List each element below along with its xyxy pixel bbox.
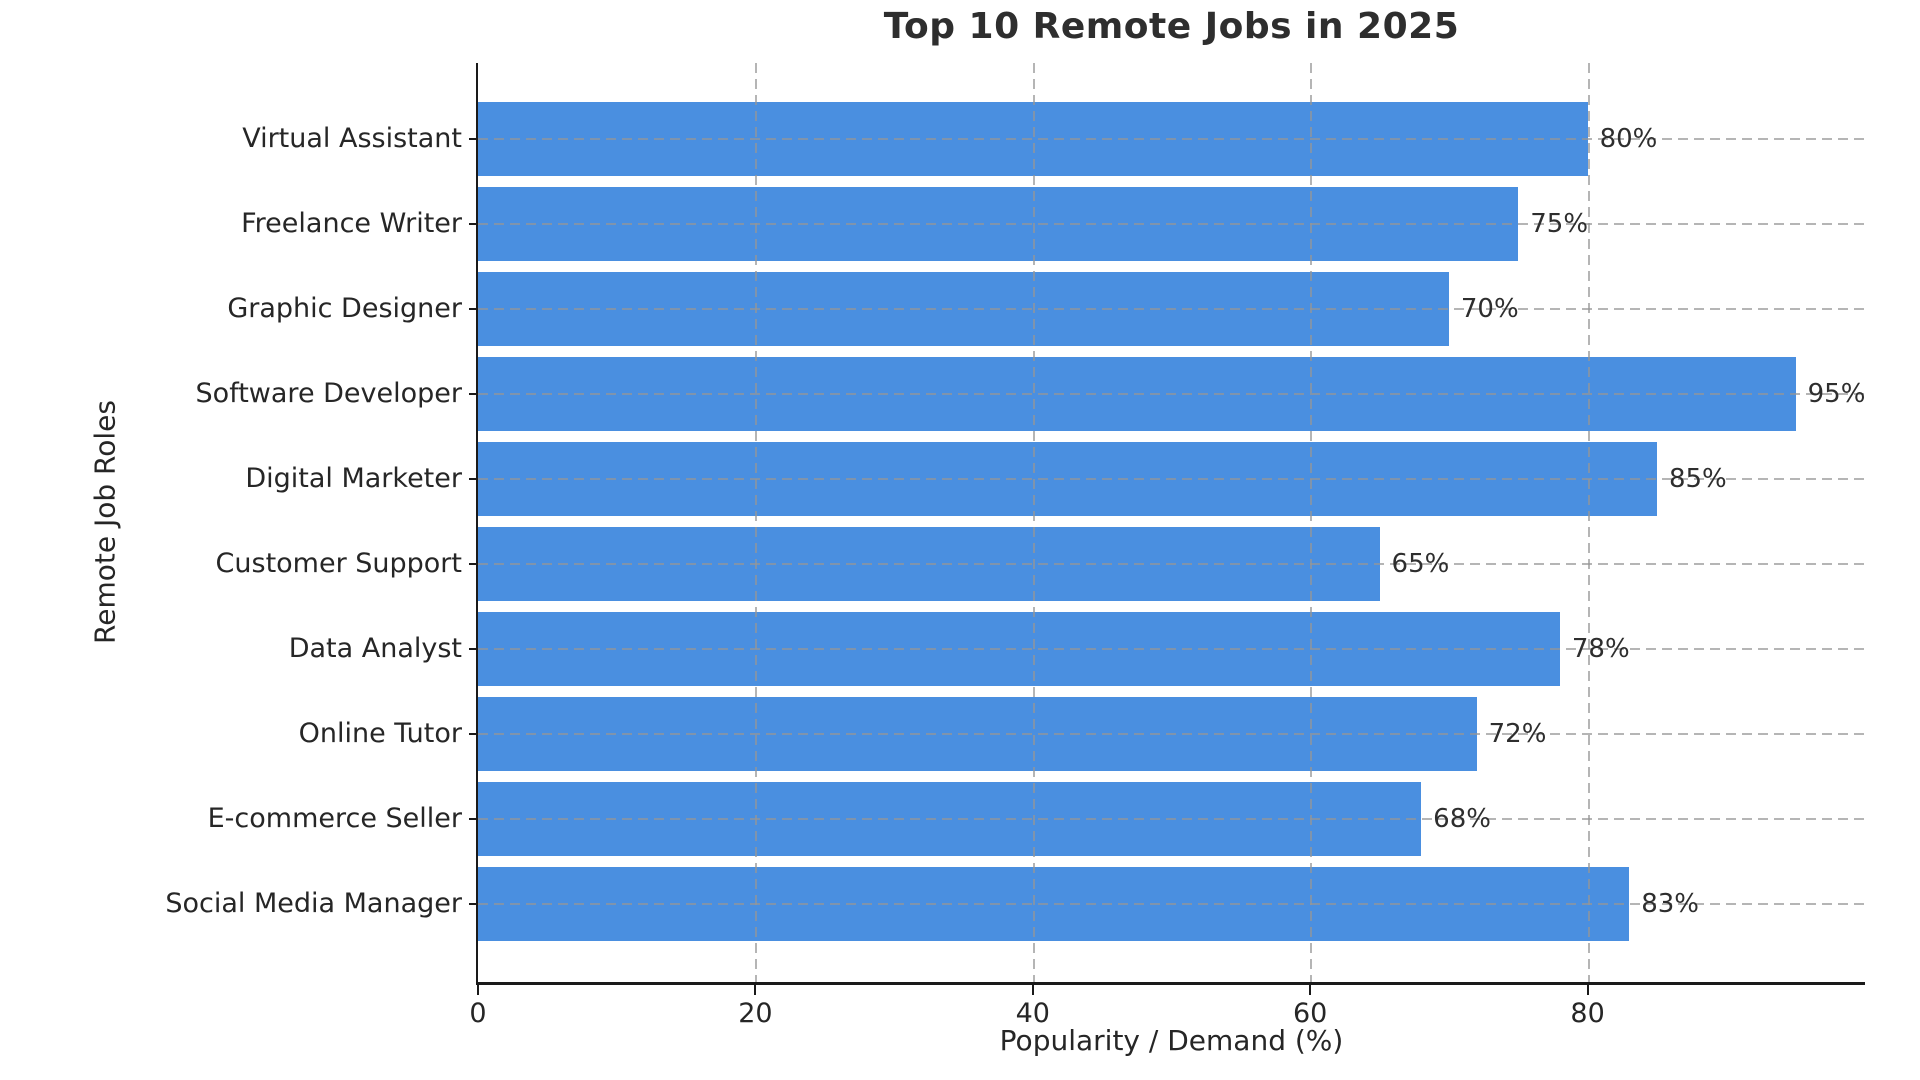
bar-value-label: 80% [1599, 124, 1658, 154]
y-tick-mark [469, 478, 478, 480]
gridline-horizontal [478, 648, 1865, 650]
y-tick-label: Freelance Writer [241, 208, 462, 239]
x-tick-mark [1031, 985, 1034, 995]
y-tick-mark [469, 563, 478, 565]
y-tick-mark [469, 138, 478, 140]
gridline-horizontal [478, 138, 1865, 140]
gridline-vertical [1310, 63, 1313, 982]
bar-value-label: 75% [1530, 209, 1589, 239]
y-tick-label: Digital Marketer [245, 463, 462, 494]
x-tick-label: 60 [1293, 998, 1328, 1029]
y-axis-title: Remote Job Roles [88, 400, 122, 644]
gridline-horizontal [478, 563, 1865, 565]
gridline-horizontal [478, 818, 1865, 820]
chart-title: Top 10 Remote Jobs in 2025 [883, 6, 1460, 47]
bar-value-label: 95% [1807, 379, 1866, 409]
gridline-horizontal [478, 223, 1865, 225]
y-tick-mark [469, 648, 478, 650]
y-tick-label: Graphic Designer [227, 293, 462, 324]
y-tick-label: E-commerce Seller [207, 803, 462, 834]
x-axis-title: Popularity / Demand (%) [999, 1024, 1344, 1057]
x-tick-mark [477, 985, 479, 995]
x-tick-label: 40 [1015, 998, 1050, 1029]
x-tick-mark [754, 985, 757, 995]
y-tick-label: Customer Support [215, 548, 462, 579]
gridline-horizontal [478, 393, 1865, 395]
bar-value-label: 83% [1641, 889, 1699, 919]
gridline-horizontal [478, 478, 1865, 480]
gridline-vertical [1032, 63, 1035, 982]
gridline-horizontal [478, 733, 1865, 735]
y-tick-mark [469, 223, 478, 225]
gridline-vertical [755, 63, 758, 982]
x-tick-label: 80 [1570, 998, 1605, 1029]
y-tick-label: Data Analyst [288, 633, 462, 664]
gridline-horizontal [478, 308, 1865, 310]
bar-value-label: 85% [1668, 464, 1727, 494]
y-tick-label: Online Tutor [298, 718, 462, 749]
x-tick-label: 20 [738, 998, 773, 1029]
y-tick-label: Software Developer [195, 378, 462, 409]
gridline-horizontal [478, 903, 1865, 905]
y-tick-label: Social Media Manager [165, 888, 462, 919]
x-tick-label: 0 [469, 998, 487, 1029]
y-tick-mark [469, 903, 478, 905]
bar-value-label: 78% [1571, 634, 1630, 664]
bar-value-label: 68% [1433, 804, 1491, 834]
y-tick-label: Virtual Assistant [242, 123, 462, 154]
gridline-vertical [1587, 63, 1590, 982]
y-tick-mark [469, 818, 478, 820]
bar-value-label: 65% [1391, 549, 1450, 579]
y-tick-mark [469, 733, 478, 735]
y-tick-mark [469, 308, 478, 310]
bar-value-label: 70% [1460, 294, 1519, 324]
x-tick-mark [1586, 985, 1589, 995]
bar-value-label: 72% [1488, 719, 1547, 749]
plot-area: 80% 75% 70% 95% 85% 65% 78% 72% 68% 83% [476, 63, 1865, 985]
x-tick-mark [1309, 985, 1312, 995]
y-tick-mark [469, 393, 478, 395]
